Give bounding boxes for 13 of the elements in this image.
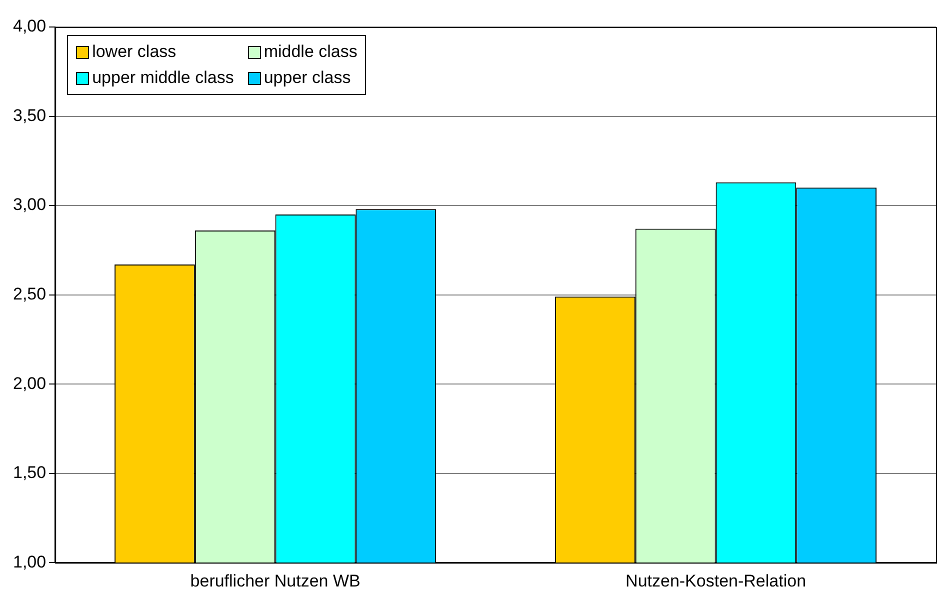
y-tick-label: 3,00 — [12, 195, 46, 214]
legend-label: middle class — [264, 42, 358, 62]
y-tick-label: 3,50 — [12, 106, 46, 125]
y-tick-label: 2,00 — [12, 374, 46, 393]
legend-label: upper middle class — [92, 68, 234, 88]
legend-label: upper class — [264, 68, 351, 88]
x-tick-label: Nutzen-Kosten-Relation — [626, 571, 806, 590]
y-tick-label: 1,50 — [12, 463, 46, 482]
x-tick-label: beruflicher Nutzen WB — [190, 571, 360, 590]
legend-label: lower class — [92, 42, 176, 62]
y-tick-label: 1,00 — [12, 552, 46, 572]
y-tick-label: 4,00 — [12, 16, 46, 36]
y-tick-label: 2,50 — [12, 284, 46, 304]
